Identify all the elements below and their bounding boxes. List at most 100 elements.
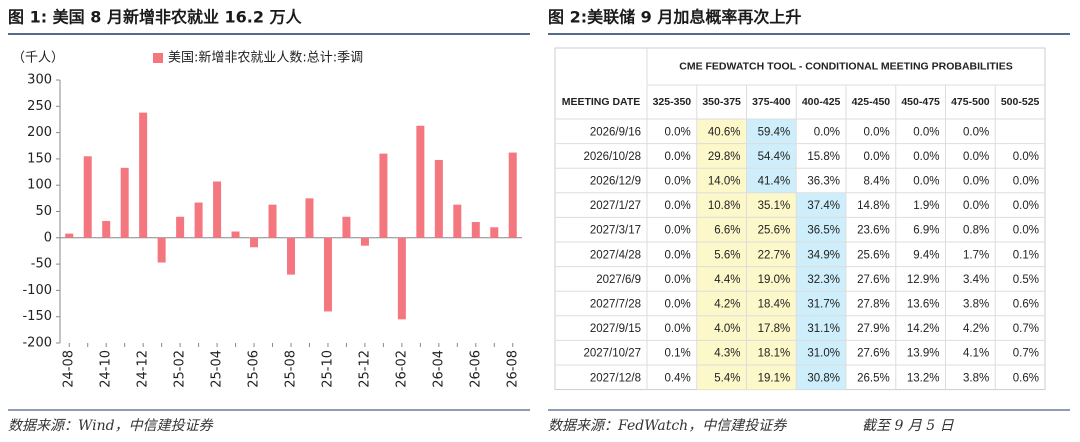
bar (287, 237, 295, 275)
probability: 0.0% (665, 126, 691, 138)
probability: 6.9% (913, 225, 939, 237)
probability: 0.0% (665, 323, 691, 335)
probability: 0.0% (665, 249, 691, 261)
probability: 0.0% (814, 126, 840, 138)
x-tick-label: 26-04 (431, 350, 446, 388)
source: 数据来源：FedWatch，中信建投证券 (548, 418, 787, 434)
y-tick-label: 250 (27, 99, 52, 114)
probability: 18.1% (758, 348, 791, 360)
bar (342, 216, 351, 238)
cell-highlight (696, 143, 747, 169)
x-tick-label: 25-02 (173, 350, 188, 388)
probability: 9.4% (913, 249, 939, 261)
meeting-date: 2027/10/27 (583, 348, 641, 360)
probability: 0.0% (665, 225, 691, 237)
bar (471, 222, 480, 238)
cell-highlight (696, 192, 747, 218)
cell-highlight (746, 217, 797, 242)
bar (213, 181, 222, 238)
probability: 31.7% (807, 299, 840, 311)
probability: 0.0% (913, 126, 939, 138)
probability: 22.7% (758, 249, 791, 261)
probability: 32.3% (807, 274, 840, 286)
meeting-date: 2027/4/28 (590, 249, 641, 261)
probability: 4.2% (714, 299, 740, 311)
probability: 27.6% (857, 348, 890, 360)
cell-highlight (696, 365, 747, 390)
x-tick-label: 25-04 (210, 350, 225, 388)
x-tick-label: 25-08 (284, 350, 299, 388)
probability: 3.4% (963, 274, 989, 286)
column-header: 475-500 (951, 96, 990, 108)
cell-highlight (796, 340, 846, 365)
bar (139, 112, 148, 238)
probability: 0.6% (1013, 372, 1039, 384)
meeting-date: 2026/9/16 (590, 126, 641, 138)
x-tick-label: 25-12 (357, 350, 372, 388)
probability: 0.0% (913, 151, 939, 163)
cell-highlight (696, 315, 747, 341)
cell-highlight (796, 217, 846, 242)
probability: 4.4% (714, 274, 740, 286)
bar (176, 216, 185, 238)
probability: 4.2% (963, 323, 989, 335)
cell-highlight (746, 143, 797, 169)
bar (323, 237, 332, 312)
x-tick-label: 26-08 (505, 350, 520, 388)
cell-highlight (696, 266, 747, 292)
probability: 0.0% (665, 299, 691, 311)
probability: 23.6% (857, 225, 890, 237)
probability: 36.5% (807, 225, 840, 237)
probability: 0.0% (913, 176, 939, 188)
bar (194, 202, 203, 238)
y-tick-label: -50 (31, 257, 52, 272)
probability: 29.8% (708, 151, 741, 163)
bar (453, 204, 462, 238)
probability: 27.8% (857, 299, 890, 311)
bar (231, 231, 240, 238)
probability: 0.5% (1013, 274, 1039, 286)
probability: 13.6% (907, 299, 940, 311)
meeting-date: 2026/10/28 (583, 151, 641, 163)
probability: 41.4% (758, 176, 791, 188)
y-tick-label: 300 (27, 73, 52, 88)
y-tick-label: -150 (22, 309, 52, 324)
probability: 0.7% (1013, 323, 1039, 335)
cell-highlight (696, 217, 747, 242)
bar (102, 220, 111, 238)
probability: 10.8% (708, 200, 741, 212)
column-header: MEETING DATE (562, 96, 641, 108)
y-tick-label: -100 (22, 283, 52, 298)
bar (250, 237, 259, 248)
meeting-date: 2027/9/15 (590, 323, 641, 335)
bar (157, 237, 166, 263)
probability: 0.0% (963, 176, 989, 188)
column-header: 375-400 (752, 96, 791, 108)
probability: 0.0% (1013, 225, 1039, 237)
x-tick-label: 24-08 (62, 350, 77, 388)
bar (360, 237, 369, 246)
column-header: 425-450 (852, 96, 891, 108)
probability: 14.2% (907, 323, 940, 335)
probability: 1.7% (963, 249, 989, 261)
x-tick-label: 25-06 (247, 350, 262, 388)
probability: 0.0% (1013, 151, 1039, 163)
meeting-date: 2027/1/27 (590, 200, 641, 212)
probability: 0.0% (665, 274, 691, 286)
cell-highlight (746, 266, 797, 292)
probability: 59.4% (758, 126, 791, 138)
legend-swatch (153, 53, 163, 63)
column-header: 325-350 (653, 96, 692, 108)
x-tick-label: 26-02 (394, 350, 409, 388)
meeting-date: 2027/7/28 (590, 299, 641, 311)
probability: 15.8% (807, 151, 840, 163)
probability: 0.8% (963, 225, 989, 237)
probability: 5.4% (714, 372, 740, 384)
cell-highlight (696, 291, 747, 316)
cell-highlight (796, 365, 846, 390)
probability: 36.3% (807, 176, 840, 188)
probability: 0.0% (864, 126, 890, 138)
cell-highlight (746, 242, 797, 267)
probability: 31.0% (807, 348, 840, 360)
